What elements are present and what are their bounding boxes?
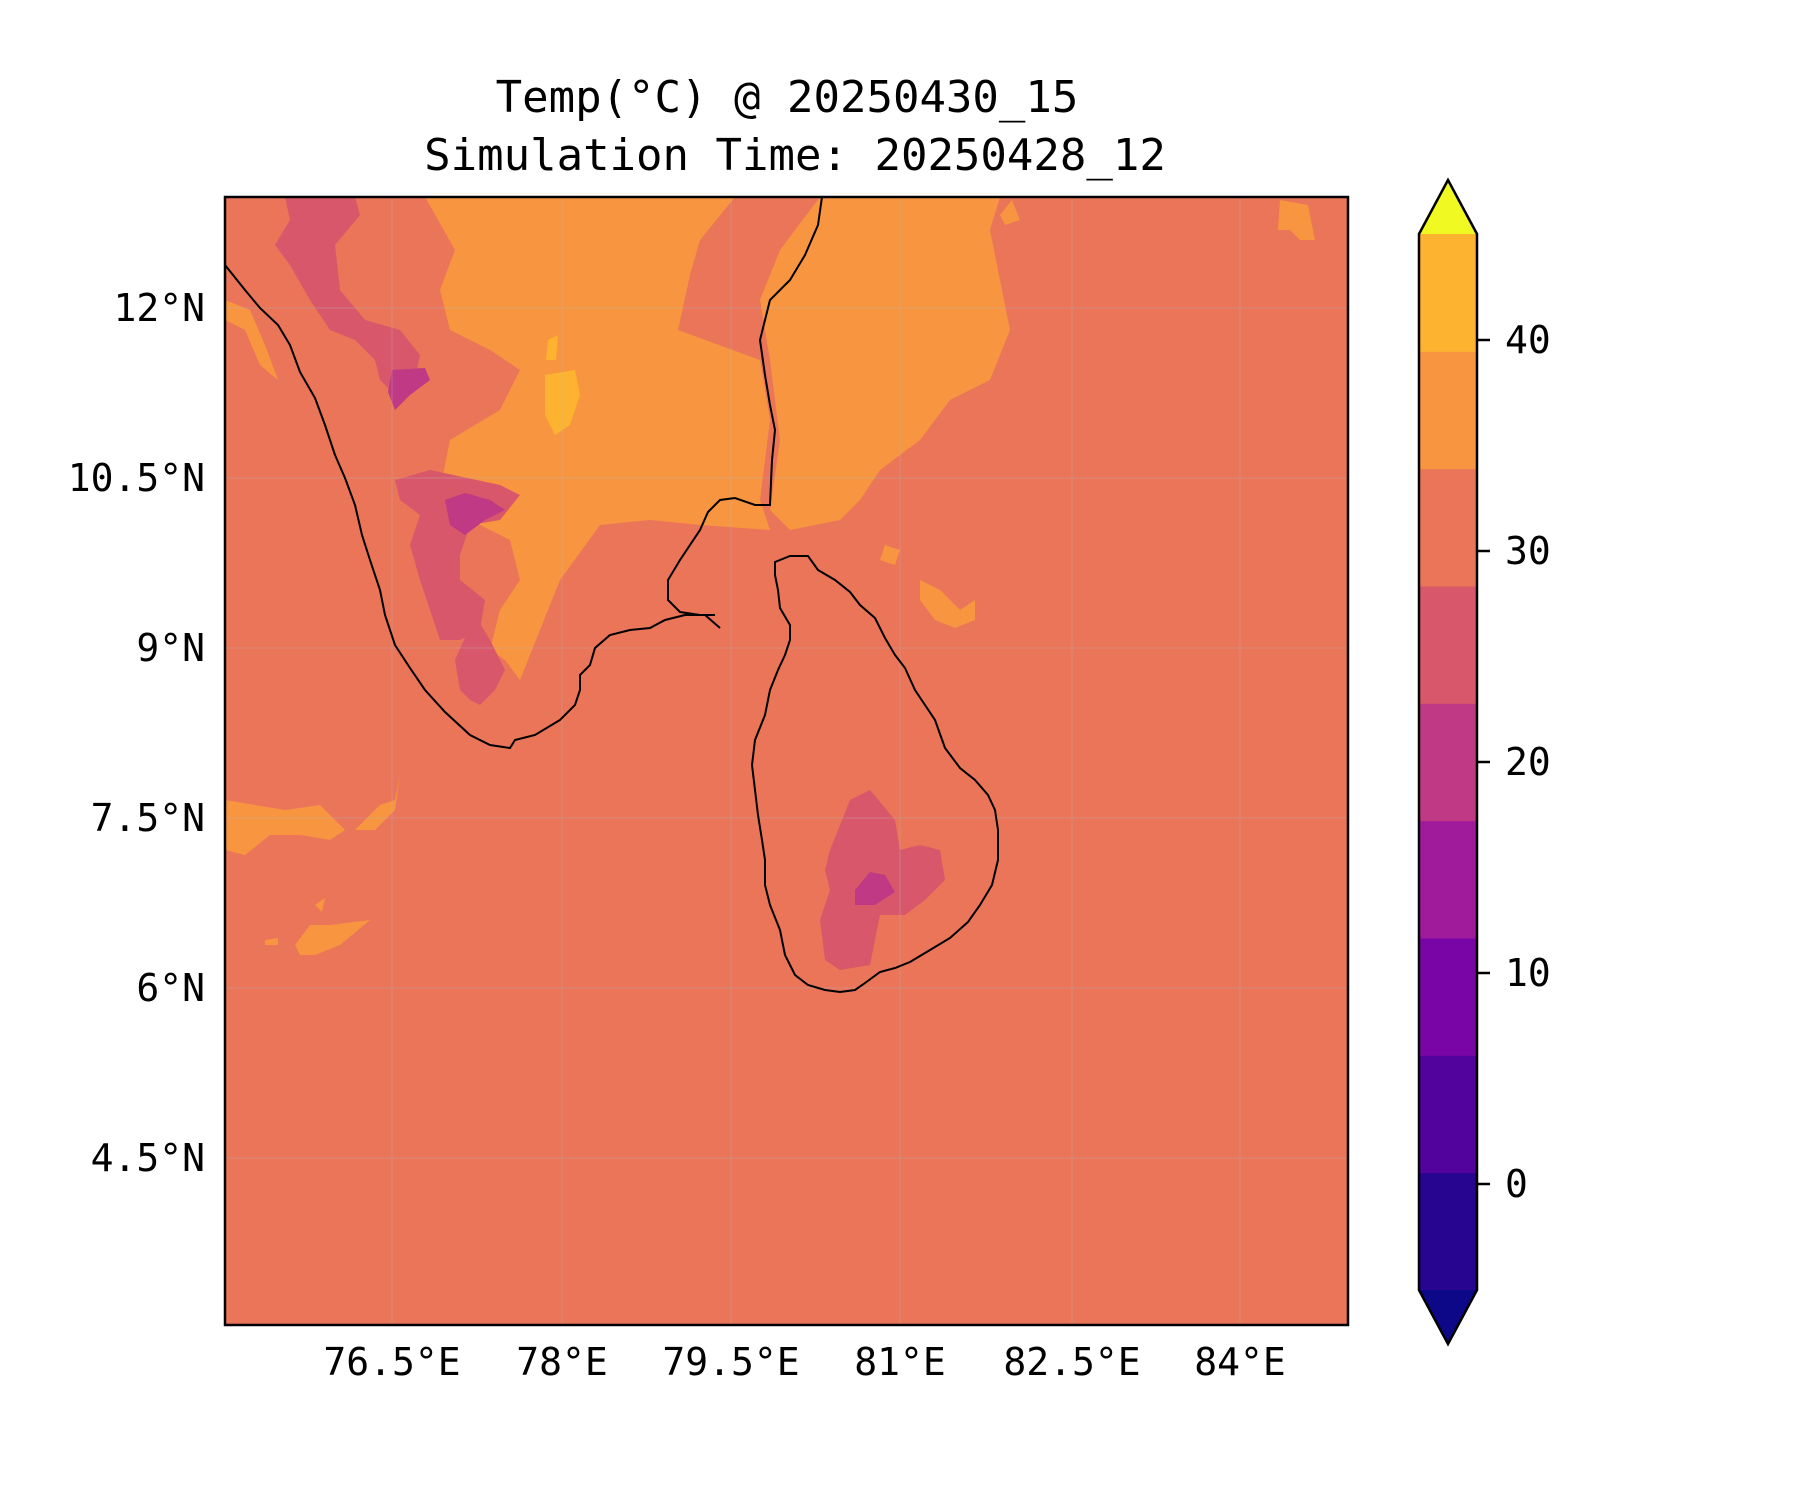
colorbar-band	[1419, 938, 1477, 1056]
colorbar-band	[1419, 468, 1477, 587]
colorbar-band	[1419, 820, 1477, 939]
colorbar-tick-label: 30	[1505, 529, 1551, 573]
temp-band-30-35	[225, 197, 1315, 955]
colorbar-band	[1419, 1172, 1477, 1291]
colorbar-band	[1419, 234, 1477, 352]
colorbar-ticks	[1477, 338, 1490, 1186]
india-east-coast	[667, 197, 823, 616]
lat-tick-label: 10.5°N	[68, 456, 205, 500]
colorbar-band	[1419, 1055, 1477, 1174]
colorbar: 40 30 20 10 0	[1417, 177, 1551, 1347]
title-line-2: Simulation Time: 20250428_12	[424, 130, 1166, 181]
lon-tick-label: 82.5°E	[1003, 1340, 1140, 1384]
lon-tick-labels: 76.5°E 78°E 79.5°E 81°E 82.5°E 84°E	[323, 1340, 1285, 1384]
colorbar-tick-label: 40	[1505, 318, 1551, 362]
lon-tick-label: 79.5°E	[662, 1340, 799, 1384]
colorbar-band	[1419, 351, 1477, 470]
lat-tick-label: 12°N	[113, 286, 205, 330]
map-frame	[223, 195, 1350, 1327]
colorbar-band	[1419, 703, 1477, 822]
colorbar-tick-labels: 40 30 20 10 0	[1505, 318, 1551, 1206]
coastlines	[225, 197, 999, 994]
india-west-coast	[225, 264, 721, 750]
lat-tick-label: 7.5°N	[91, 796, 205, 840]
colorbar-tick-label: 20	[1505, 740, 1551, 784]
lon-tick-label: 76.5°E	[323, 1340, 460, 1384]
colorbar-outline	[1417, 177, 1479, 1347]
colorbar-top-arrow	[1419, 180, 1477, 234]
lat-tick-labels: 12°N 10.5°N 9°N 7.5°N 6°N 4.5°N	[68, 286, 205, 1180]
colorbar-bottom-arrow	[1419, 1290, 1477, 1344]
colorbar-tick-label: 0	[1505, 1162, 1528, 1206]
lon-tick-label: 84°E	[1194, 1340, 1286, 1384]
map-area	[225, 197, 1348, 1325]
colorbar-band	[1419, 586, 1477, 704]
title-line-1: Temp(°C) @ 20250430_15	[496, 72, 1079, 123]
temp-band-15-20	[388, 368, 895, 905]
lat-tick-label: 6°N	[136, 966, 205, 1010]
lat-tick-label: 9°N	[136, 626, 205, 670]
temp-band-35-40	[545, 335, 580, 435]
colorbar-tick-label: 10	[1505, 951, 1551, 995]
lat-tick-label: 4.5°N	[91, 1136, 205, 1180]
lon-tick-label: 78°E	[516, 1340, 608, 1384]
colorbar-bands	[1419, 234, 1477, 1291]
lon-tick-label: 81°E	[854, 1340, 946, 1384]
srilanka-coast	[750, 555, 999, 994]
